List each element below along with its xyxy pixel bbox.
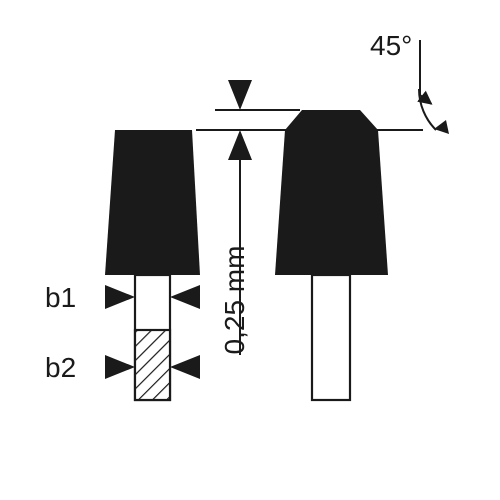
b1-arrow-right [170,285,200,309]
b2-arrow-left [105,355,135,379]
angle-leader [420,40,431,104]
offset-arrow-down [228,80,252,110]
b2-label: b2 [45,352,76,383]
b2-arrow-right [170,355,200,379]
right-shaft [312,275,350,400]
left-shaft-hatched [135,330,170,400]
offset-arrow-up [228,130,252,160]
b1-label: b1 [45,282,76,313]
right-tooth-body [275,110,388,275]
angle-arc-arrow [434,120,449,134]
offset-label: 0,25 mm [219,246,250,355]
b1-arrow-left [105,285,135,309]
left-tooth-body [105,130,200,275]
angle-label: 45° [370,30,412,61]
